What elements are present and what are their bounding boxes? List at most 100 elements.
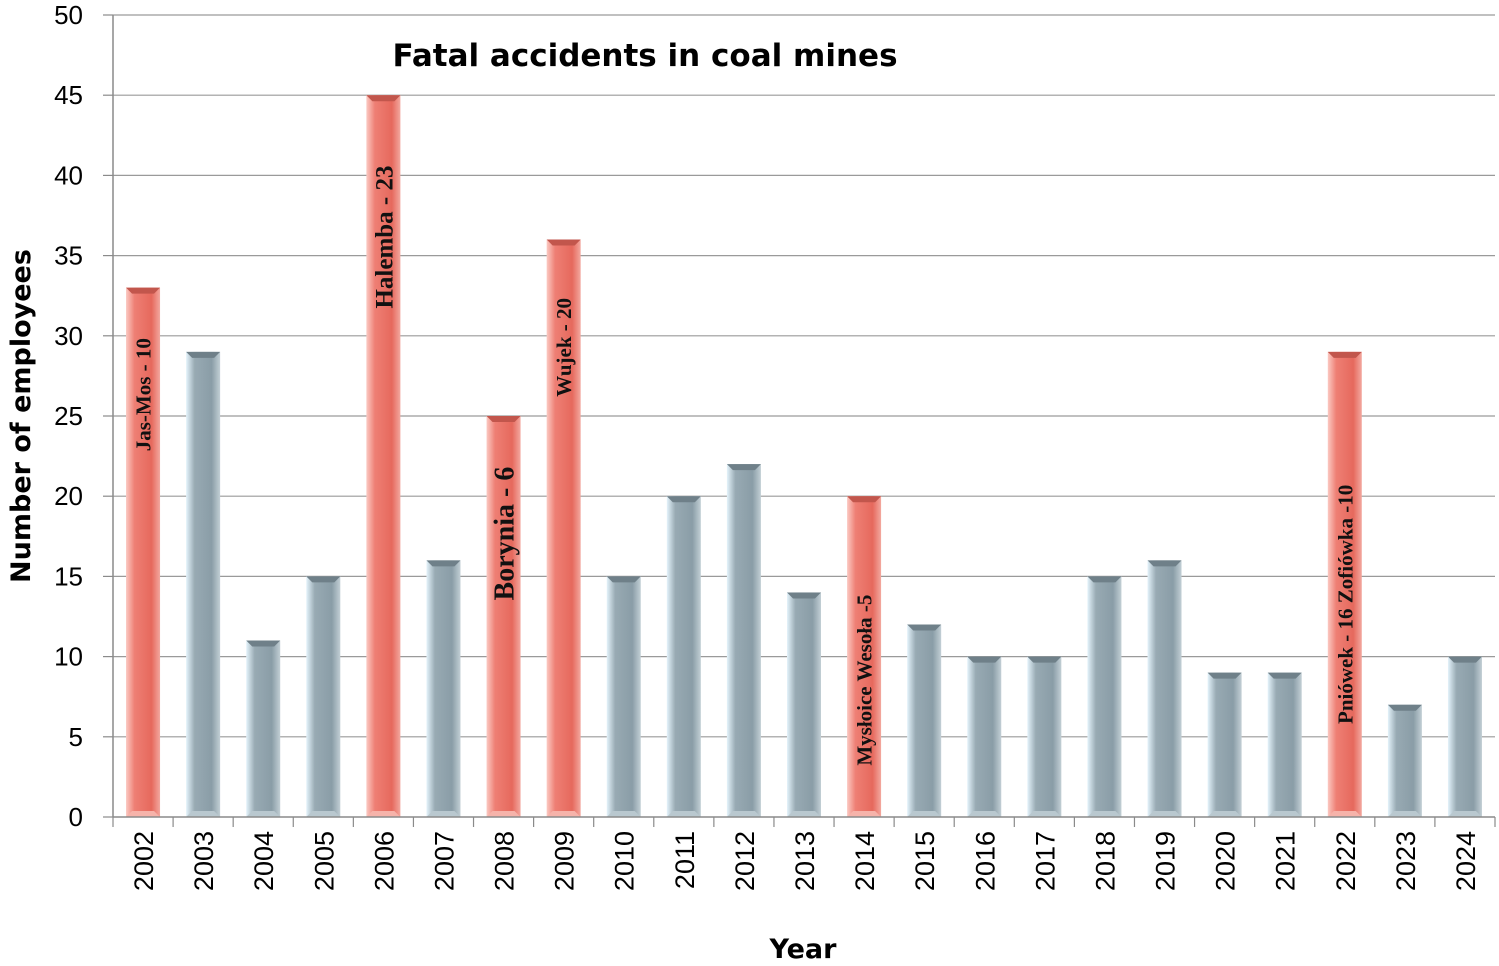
bar-annotation: Mysłoice Wesoła -5 — [853, 595, 877, 766]
bar-cap — [1267, 672, 1302, 679]
bar-2024 — [1447, 656, 1482, 817]
x-tick-label: 2021 — [1271, 831, 1301, 891]
x-tick-label: 2012 — [730, 831, 760, 891]
bar-annotation: Pniówek - 16 Zofiówka -10 — [1333, 485, 1357, 724]
bar-cap — [246, 640, 281, 647]
bar-cap — [1327, 351, 1362, 358]
bar-body — [306, 576, 341, 817]
y-tick-label: 40 — [54, 160, 83, 190]
bar-2021 — [1267, 672, 1302, 817]
x-tick-label: 2005 — [309, 831, 339, 891]
bar-2012 — [726, 464, 761, 817]
bar-2006 — [366, 95, 401, 817]
bar-2014 — [847, 496, 882, 817]
bar-body — [1327, 351, 1362, 817]
bar-base — [246, 811, 281, 817]
x-tick-label: 2014 — [850, 831, 880, 891]
bar-2005 — [306, 576, 341, 817]
bar-base — [546, 811, 581, 817]
x-tick-label: 2008 — [490, 831, 520, 891]
bar-2020 — [1207, 672, 1242, 817]
x-tick-label: 2024 — [1451, 831, 1481, 891]
bar-annotation: Halemba - 23 — [371, 165, 398, 308]
x-tick-label: 2007 — [429, 831, 459, 891]
x-tick-label: 2022 — [1331, 831, 1361, 891]
x-tick-label: 2006 — [369, 831, 399, 891]
bar-base — [666, 811, 701, 817]
bar-base — [306, 811, 341, 817]
x-tick-label: 2010 — [610, 831, 640, 891]
bar-cap — [486, 416, 521, 422]
bar-cap — [366, 95, 401, 102]
bar-2011 — [666, 496, 701, 817]
bar-cap — [1087, 576, 1122, 583]
bar-body — [666, 496, 701, 817]
bar-cap — [787, 592, 821, 599]
bar-body — [1147, 560, 1182, 817]
bar-cap — [1147, 560, 1182, 567]
bar-2003 — [186, 351, 221, 817]
bar-body — [967, 656, 1002, 817]
bar-base — [1327, 811, 1362, 817]
bar-annotation: Jas-Mos - 10 — [132, 338, 156, 451]
bar-body — [366, 95, 401, 817]
bar-cap — [306, 576, 341, 583]
bar-base — [1147, 811, 1182, 817]
bar-body — [1087, 576, 1122, 817]
x-tick-label: 2019 — [1151, 831, 1181, 891]
x-axis-title: Year — [769, 934, 838, 965]
y-tick-label: 25 — [54, 401, 83, 431]
bar-2019 — [1147, 560, 1182, 817]
bar-body — [246, 640, 281, 817]
bar-base — [1087, 811, 1122, 817]
bar-2016 — [967, 656, 1002, 817]
y-tick-label: 45 — [54, 80, 83, 110]
bar-cap — [1447, 656, 1482, 663]
bar-base — [126, 811, 161, 817]
bar-body — [186, 351, 221, 817]
bar-body — [486, 416, 521, 817]
bar-cap — [126, 287, 161, 294]
bar-2010 — [606, 576, 641, 817]
bar-body — [1207, 672, 1242, 817]
x-tick-label: 2018 — [1090, 831, 1120, 891]
bar-base — [606, 811, 641, 817]
bar-annotations: Jas-Mos - 10 Halemba - 23 Borynia - 6 Wujek… — [132, 165, 1358, 765]
bar-body — [126, 287, 161, 817]
bar-2017 — [1027, 656, 1062, 817]
y-tick-label: 0 — [69, 802, 83, 832]
bar-cap — [546, 239, 581, 246]
bar-body — [847, 496, 882, 817]
x-tick-labels: 2002 2003 2004 2005 2006 2007 2008 2009 2010 2011… — [112, 817, 1496, 891]
x-tick-label: 2016 — [970, 831, 1000, 891]
axes — [112, 15, 1495, 818]
bar-body — [1267, 672, 1302, 817]
bar-2018 — [1087, 576, 1122, 817]
bar-annotation: Borynia - 6 — [490, 467, 521, 601]
bar-cap — [967, 656, 1002, 663]
y-tick-label: 50 — [54, 0, 83, 30]
bar-base — [366, 811, 401, 817]
y-tick-label: 10 — [54, 642, 83, 672]
x-tick-label: 2009 — [550, 831, 580, 891]
y-axis-title: Number of employees — [6, 249, 37, 583]
bars — [126, 95, 1482, 817]
bar-cap — [426, 560, 461, 567]
x-tick-label: 2013 — [790, 831, 820, 891]
bar-base — [186, 811, 221, 817]
bar-cap — [666, 496, 701, 503]
bar-body — [426, 560, 461, 817]
bar-2008 — [486, 416, 521, 817]
bar-body — [907, 624, 942, 817]
bar-2009 — [546, 239, 581, 817]
y-tick-label: 15 — [54, 561, 83, 591]
bar-cap — [907, 624, 942, 631]
bar-base — [726, 811, 761, 817]
bar-base — [1387, 811, 1422, 817]
bar-cap — [726, 464, 761, 471]
bar-2013 — [787, 592, 821, 817]
y-tick-label: 20 — [54, 481, 83, 511]
bar-2023 — [1387, 704, 1422, 817]
bar-body — [1447, 656, 1482, 817]
